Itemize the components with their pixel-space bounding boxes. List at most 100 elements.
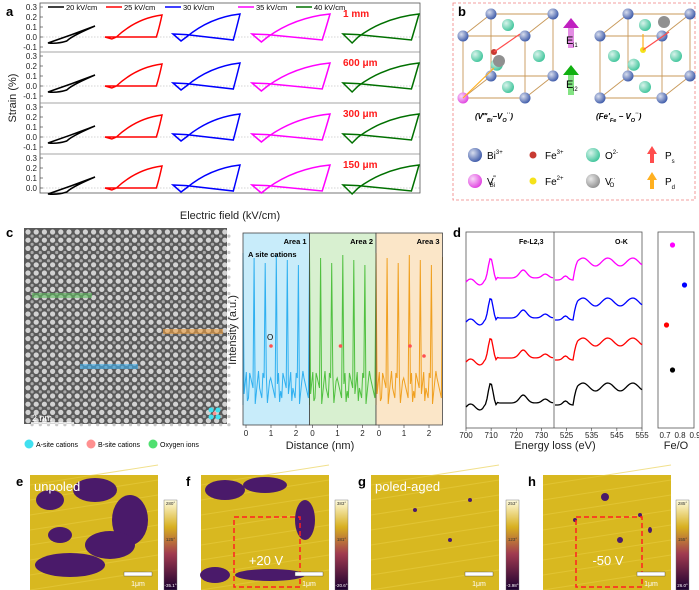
oxygen-vacancy bbox=[658, 16, 670, 28]
y-tick-label: 0.2 bbox=[26, 13, 38, 22]
pfm-panel-h: h -50 V 1μm 285° 155° 26.0° bbox=[528, 464, 690, 590]
thickness-label: 1 mm bbox=[343, 9, 369, 20]
x-tick-label: 555 bbox=[635, 431, 649, 440]
field-arrow-e1: E i1 bbox=[563, 18, 579, 49]
y-tick-label: 0.2 bbox=[26, 164, 38, 173]
o-k-spectrum bbox=[555, 337, 643, 361]
panel-label-b: b bbox=[458, 4, 466, 19]
crystal-cells bbox=[457, 8, 696, 104]
y-tick-label: 0.2 bbox=[26, 113, 38, 122]
scale-bar bbox=[636, 571, 666, 577]
x-tick-label: 1 bbox=[269, 429, 274, 438]
domain-region bbox=[468, 498, 472, 502]
strain-loop-4 bbox=[249, 113, 332, 143]
unit-cell-icon bbox=[208, 407, 221, 420]
panel-b: b E i1 E i2 (V‴Bi−VO··) (Fe′Fe − VO··) Bi… bbox=[452, 2, 696, 201]
legend-label: B-site cations bbox=[98, 442, 141, 449]
b-site-marker bbox=[269, 344, 273, 348]
domain-region bbox=[235, 569, 305, 581]
strain-plot-frame bbox=[39, 2, 421, 194]
legend-item: Pd bbox=[647, 172, 675, 191]
svg-text:i1: i1 bbox=[573, 43, 578, 49]
area-label: Area 2 bbox=[350, 237, 373, 246]
legend-item: Bi3+ bbox=[468, 148, 503, 162]
legend-label: 25 kV/cm bbox=[124, 3, 155, 12]
scale-bar bbox=[294, 571, 324, 577]
panel-label-a: a bbox=[6, 4, 14, 19]
domain-region bbox=[36, 490, 64, 510]
atom-swatch-icon bbox=[529, 151, 537, 159]
voltage-label: +20 V bbox=[249, 553, 284, 568]
domain-region bbox=[35, 553, 105, 577]
field-arrow-e2: E i2 bbox=[563, 65, 579, 95]
colorbar-tick: 383° bbox=[337, 501, 347, 506]
o-k-spectrum bbox=[555, 382, 643, 406]
y-tick-label: 0.0 bbox=[26, 133, 38, 142]
legend-label: Ps bbox=[665, 151, 675, 165]
fe-l-spectrum bbox=[465, 257, 554, 286]
y-tick-label: 0.1 bbox=[26, 174, 38, 183]
scale-bar bbox=[123, 571, 153, 577]
arrow-icon bbox=[647, 146, 657, 154]
defect-caption: (Fe′Fe − VO··) bbox=[596, 111, 642, 124]
x-tick-label: 1 bbox=[335, 429, 340, 438]
poled-region-box bbox=[575, 516, 643, 588]
x-tick-label: 700 bbox=[459, 431, 473, 440]
y-tick-label: 0.0 bbox=[26, 82, 38, 91]
map-label: poled-aged bbox=[375, 479, 440, 494]
colorbar-tick: 285° bbox=[678, 501, 688, 506]
pfm-panel-e: e unpoled 1μm 280° 125° -35.1° bbox=[16, 464, 178, 590]
x-tick-label: 710 bbox=[484, 431, 498, 440]
legend-item: O2- bbox=[586, 148, 618, 162]
colorbar-tick: 181° bbox=[337, 537, 347, 542]
panel-a: a 0.30.20.10.0-0.11 mm0.30.20.10.0-0.160… bbox=[6, 2, 421, 222]
x-tick-label: 0 bbox=[244, 429, 249, 438]
pfm-panel-f: f +20 V 1μm 383° 181° -20.6° bbox=[186, 464, 349, 590]
domain-region bbox=[648, 527, 652, 533]
domain-region bbox=[617, 537, 623, 543]
svg-text:E: E bbox=[566, 35, 573, 47]
legend-item: Fe2+ bbox=[529, 176, 564, 188]
fe-l-spectrum bbox=[465, 382, 554, 411]
distance-xlabel: Distance (nm) bbox=[286, 440, 354, 452]
colorbar-tick: -35.1° bbox=[164, 583, 176, 588]
y-tick-label: 0.3 bbox=[26, 103, 38, 112]
y-tick-label: 0.1 bbox=[26, 72, 38, 81]
fe-o-frame bbox=[657, 231, 695, 429]
fe-o-point bbox=[681, 282, 688, 288]
domain-region bbox=[205, 480, 245, 500]
strain-ylabel: Strain (%) bbox=[7, 74, 19, 123]
ps-arrow bbox=[493, 33, 521, 53]
fe-o-xlabel: Fe/O bbox=[664, 440, 689, 452]
line-profile-area-2 bbox=[32, 293, 92, 298]
b-site-marker bbox=[338, 344, 343, 348]
x-tick-label: 0.7 bbox=[659, 431, 671, 440]
eels-spectra bbox=[465, 257, 643, 411]
legend-label: A-site cations bbox=[36, 442, 79, 449]
pd-arrow bbox=[462, 67, 495, 99]
legend-label: Pd bbox=[665, 177, 675, 191]
strain-loop-5 bbox=[341, 113, 421, 145]
x-tick-label: 2 bbox=[360, 429, 365, 438]
colorbar-tick: 123° bbox=[508, 537, 518, 542]
legend-swatch-icon bbox=[148, 439, 158, 449]
fe-o-points: 0.7 0.8 0.9 bbox=[659, 242, 699, 440]
intensity-trace bbox=[309, 252, 377, 405]
x-tick-label: 2 bbox=[294, 429, 299, 438]
poled-region-box bbox=[233, 516, 301, 588]
intensity-ylabel: Intensity (a.u.) bbox=[227, 295, 239, 365]
colorbar-tick: -20.6° bbox=[335, 583, 347, 588]
x-tick-label: 720 bbox=[510, 431, 524, 440]
oxygen-vacancy bbox=[493, 55, 505, 67]
strain-loop-2 bbox=[104, 114, 163, 140]
x-tick-label: 545 bbox=[610, 431, 624, 440]
legend-item: V·· O bbox=[586, 174, 616, 189]
x-tick-label: 0 bbox=[377, 429, 382, 438]
legend-label: V·· O bbox=[605, 176, 616, 189]
domain-region bbox=[48, 527, 72, 543]
fe-l-spectrum bbox=[465, 297, 554, 326]
crystal-legend: Bi3+ Fe3+ O2- Ps V‴ Bi Fe2+ V·· O Pd bbox=[468, 146, 675, 191]
panel-label-e: e bbox=[16, 474, 23, 489]
colorbar-tick: 280° bbox=[166, 501, 176, 506]
scale-bar-label: 1μm bbox=[644, 581, 658, 588]
